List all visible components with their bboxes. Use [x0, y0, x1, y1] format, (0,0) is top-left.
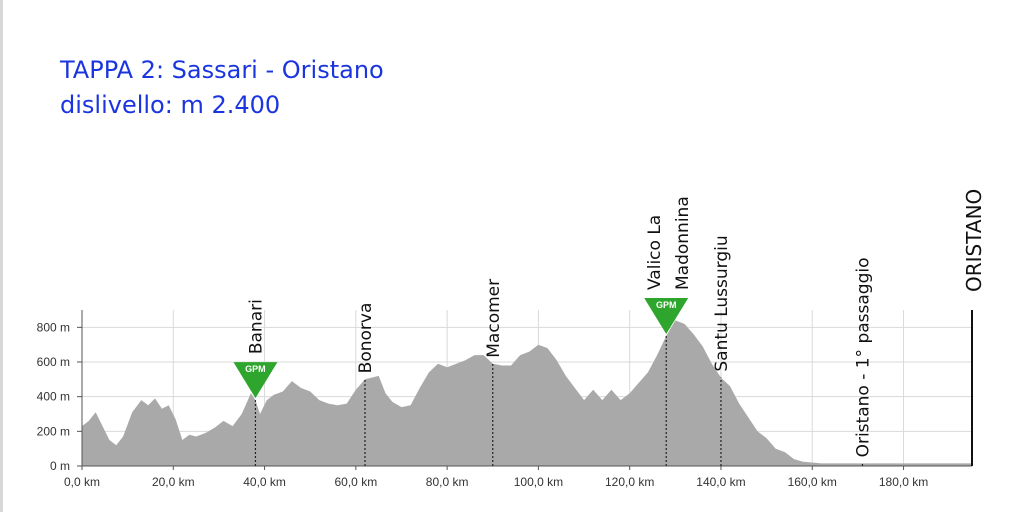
place-label: Valico La — [645, 215, 665, 290]
x-tick-label: 180,0 km — [879, 475, 928, 489]
gpm-triangle — [233, 362, 278, 399]
gpm-label: GPM — [245, 364, 266, 374]
x-tick-label: 40,0 km — [243, 475, 286, 489]
elevation-area — [82, 320, 972, 466]
gpm-triangle — [644, 298, 689, 334]
x-tick-label: 120,0 km — [605, 475, 654, 489]
stage-title: TAPPA 2: Sassari - Oristano — [60, 56, 384, 84]
place-label: Macomer — [484, 279, 504, 358]
x-tick-label: 80,0 km — [426, 475, 469, 489]
y-tick-label: 200 m — [37, 424, 70, 438]
y-tick-label: 600 m — [37, 355, 70, 369]
place-label: Santu Lussurgiu — [712, 235, 732, 371]
place-label: Bonorva — [356, 303, 376, 374]
x-tick-label: 0,0 km — [64, 475, 100, 489]
page-edge — [0, 0, 3, 512]
place-label-line2: Madonnina — [673, 196, 693, 290]
gpm-label: GPM — [656, 300, 677, 310]
y-tick-label: 400 m — [37, 390, 70, 404]
y-tick-label: 0 m — [50, 459, 70, 473]
x-tick-label: 20,0 km — [152, 475, 195, 489]
x-tick-label: 160,0 km — [788, 475, 837, 489]
place-label: Oristano - 1° passaggio — [853, 257, 873, 457]
place-label: Banari — [246, 299, 266, 354]
y-tick-label: 800 m — [37, 320, 70, 334]
stage-elevation-gain: dislivello: m 2.400 — [60, 91, 281, 119]
x-tick-label: 100,0 km — [514, 475, 563, 489]
x-tick-label: 60,0 km — [335, 475, 378, 489]
x-tick-label: 140,0 km — [696, 475, 745, 489]
stage-title-block: TAPPA 2: Sassari - Oristano dislivello: … — [60, 53, 384, 123]
finish-label: ORISTANO — [962, 189, 986, 292]
